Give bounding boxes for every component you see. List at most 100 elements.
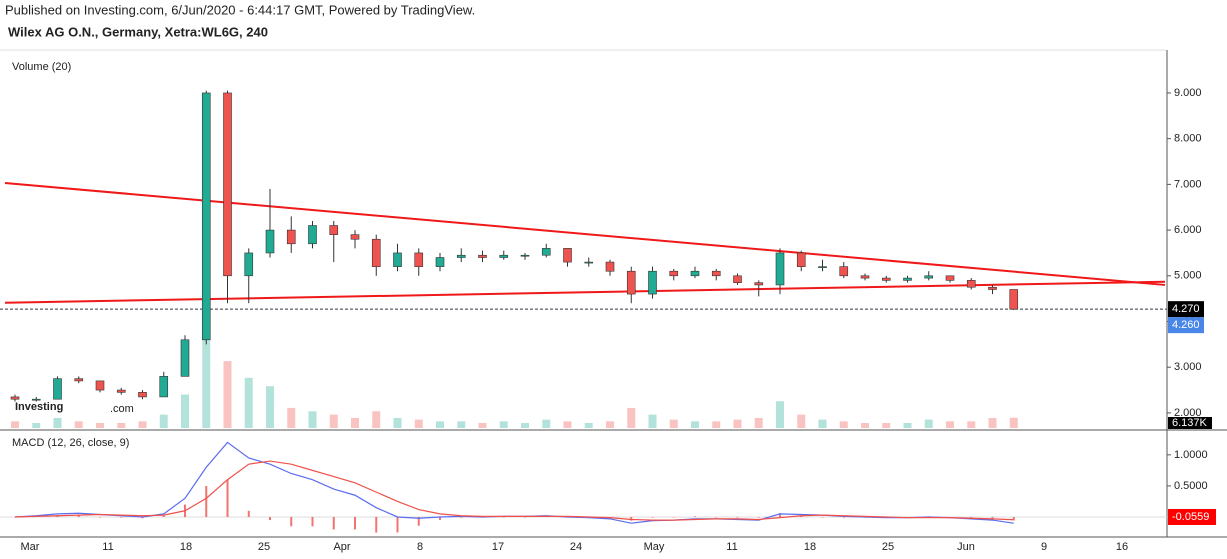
macd-histogram xyxy=(226,479,229,517)
volume-bar xyxy=(53,417,62,428)
volume-bar xyxy=(627,407,636,428)
macd-histogram xyxy=(269,516,271,521)
candle-body xyxy=(371,238,381,267)
volume-bar xyxy=(818,419,827,428)
candle-body xyxy=(414,252,424,267)
volume-bar xyxy=(924,419,933,428)
volume-bar xyxy=(754,417,763,428)
candle-body xyxy=(393,252,402,267)
y-tick-label: 8.000 xyxy=(1174,133,1202,145)
volume-bar xyxy=(393,417,402,428)
x-tick-label: May xyxy=(644,541,665,553)
logo-suffix: .com xyxy=(110,403,134,415)
x-tick-label: 8 xyxy=(417,541,423,553)
candle-body xyxy=(116,389,126,393)
candle-body xyxy=(881,277,891,281)
volume-bar xyxy=(584,422,593,428)
candle-body xyxy=(966,280,976,288)
volume-bar xyxy=(202,336,211,428)
x-tick-label: 18 xyxy=(804,541,816,553)
candle-body xyxy=(839,266,849,277)
candle-body xyxy=(1009,289,1019,310)
volume-bar xyxy=(563,421,572,428)
candle-body xyxy=(286,229,296,245)
macd-histogram xyxy=(672,516,675,518)
candle-body xyxy=(329,225,339,235)
macd-histogram xyxy=(141,516,144,519)
volume-bar xyxy=(521,422,529,428)
volume-bar xyxy=(96,422,104,428)
volume-bar xyxy=(903,422,912,428)
volume-bar xyxy=(308,411,317,428)
candle-body xyxy=(456,254,466,258)
candle-body xyxy=(223,92,232,277)
volume-bar xyxy=(436,421,444,428)
x-tick-label: Mar xyxy=(21,541,40,553)
candle-body xyxy=(541,248,551,256)
volume-bar xyxy=(988,417,997,428)
macd-histogram xyxy=(332,516,335,530)
candle-body xyxy=(138,392,147,398)
macd-histogram xyxy=(502,516,505,518)
x-tick-label: 17 xyxy=(492,541,504,553)
volume-bar xyxy=(414,419,423,428)
macd-tick-label: 0.5000 xyxy=(1174,480,1208,492)
y-tick-label: 3.000 xyxy=(1174,361,1202,373)
candle-body xyxy=(478,254,487,258)
candle-body xyxy=(265,229,275,254)
candle-body xyxy=(860,275,870,279)
volume-bar xyxy=(74,421,83,428)
volume-title: Volume (20) xyxy=(12,61,71,73)
volume-tag xyxy=(1168,417,1212,429)
price-tag xyxy=(1168,301,1204,318)
candle-body xyxy=(903,277,912,281)
macd-histogram xyxy=(524,516,526,518)
volume-bar xyxy=(839,421,848,428)
candle-body xyxy=(10,396,20,400)
volume-tag-label: 6.137K xyxy=(1172,417,1208,429)
macd-histogram xyxy=(77,515,80,517)
macd-histogram xyxy=(396,516,399,533)
x-tick-label: Jun xyxy=(957,541,975,553)
volume-bar xyxy=(181,394,189,428)
candle-body xyxy=(626,270,636,295)
candle-body xyxy=(669,270,679,277)
volume-bar xyxy=(11,421,19,428)
volume-bar xyxy=(946,421,954,428)
macd-line xyxy=(14,441,1014,524)
macd-histogram xyxy=(439,516,441,521)
macd-title: MACD (12, 26, close, 9) xyxy=(12,437,129,449)
volume-bar xyxy=(287,407,296,428)
volume-bar xyxy=(606,421,614,428)
volume-bar xyxy=(159,414,168,428)
volume-bar xyxy=(967,421,976,428)
macd-histogram xyxy=(736,516,739,518)
macd-histogram xyxy=(354,516,356,530)
macd-histogram xyxy=(630,516,633,521)
signal-line xyxy=(14,460,1014,521)
volume-bar xyxy=(244,377,253,428)
volume-bar xyxy=(542,419,551,428)
candle-body xyxy=(159,376,169,398)
candle-body xyxy=(733,275,742,283)
volume-bar xyxy=(499,421,508,428)
volume-bar xyxy=(648,414,657,428)
candle-body xyxy=(95,380,105,391)
candle-body xyxy=(308,225,317,245)
y-tick-label: 6.000 xyxy=(1174,224,1202,236)
volume-bar xyxy=(223,361,232,428)
candle-body xyxy=(180,339,190,377)
x-tick-label: Apr xyxy=(333,541,350,553)
x-tick-label: 9 xyxy=(1041,541,1047,553)
x-tick-label: 16 xyxy=(1116,541,1128,553)
x-tick-label: 11 xyxy=(102,541,113,553)
macd-histogram xyxy=(757,516,760,518)
candle-body xyxy=(53,378,62,400)
volume-bar xyxy=(733,419,742,428)
macd-histogram xyxy=(715,516,718,518)
price-tag-label: 4.270 xyxy=(1172,303,1200,315)
macd-histogram xyxy=(290,516,293,527)
x-tick-label: 11 xyxy=(726,541,737,553)
volume-bar xyxy=(32,422,41,428)
candle-body xyxy=(435,257,445,267)
